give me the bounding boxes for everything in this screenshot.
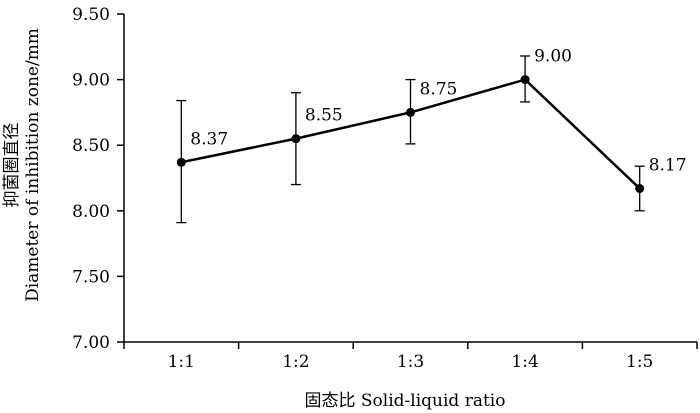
y-tick-label-4: 9.00 — [72, 71, 110, 91]
data-label-4: 8.17 — [649, 155, 687, 175]
data-points — [176, 75, 645, 193]
y-tick-label-3: 8.50 — [72, 136, 110, 156]
y-tick-label-2: 8.00 — [72, 202, 110, 222]
y-axis-title-en: Diameter of inhibition zone/mm — [23, 28, 43, 302]
y-axis-title-cn: 抑菌圈直径 — [2, 123, 22, 208]
data-point-2 — [406, 107, 415, 117]
x-axis-title: 固态比 Solid-liquid ratio — [305, 391, 506, 411]
x-tick-label-2: 1:3 — [397, 352, 424, 372]
data-label-1: 8.55 — [305, 106, 343, 126]
data-point-0 — [176, 157, 186, 167]
data-point-1 — [291, 134, 301, 144]
data-label-3: 9.00 — [534, 47, 572, 67]
y-tick-label-0: 7.00 — [72, 333, 110, 353]
y-axis: 7.00 7.50 8.00 8.50 9.00 9.50 — [72, 5, 125, 353]
data-point-3 — [520, 75, 530, 85]
x-axis: 1:1 1:2 1:3 1:4 1:5 — [123, 341, 698, 372]
data-label-0: 8.37 — [190, 129, 228, 149]
data-point-4 — [635, 183, 645, 193]
x-tick-label-0: 1:1 — [168, 352, 195, 372]
error-bars — [176, 55, 645, 224]
x-tick-label-3: 1:4 — [511, 352, 538, 372]
x-tick-label-1: 1:2 — [282, 352, 309, 372]
data-labels: 8.37 8.55 8.75 9.00 8.17 — [190, 47, 686, 176]
y-tick-label-5: 9.50 — [72, 5, 110, 25]
y-tick-label-1: 7.50 — [72, 267, 110, 287]
data-label-2: 8.75 — [420, 79, 458, 99]
x-tick-label-4: 1:5 — [626, 352, 653, 372]
